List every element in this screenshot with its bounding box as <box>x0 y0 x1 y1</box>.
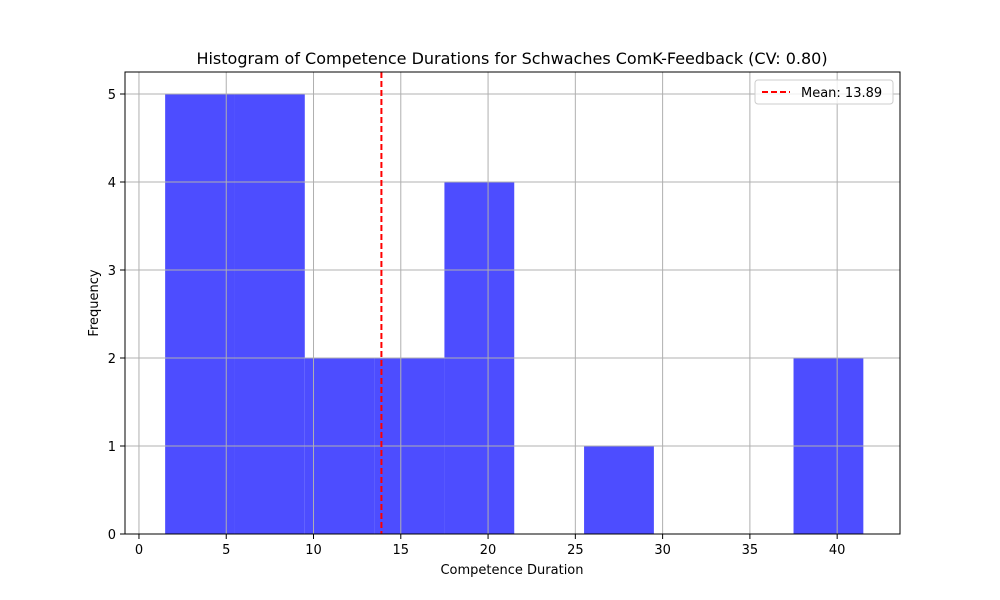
y-tick-label: 2 <box>108 352 116 367</box>
x-tick-label: 10 <box>305 543 322 558</box>
x-tick-label: 5 <box>222 543 230 558</box>
x-tick-label: 20 <box>480 543 497 558</box>
x-tick-label: 40 <box>829 543 846 558</box>
y-tick-label: 1 <box>108 440 116 455</box>
x-axis-ticks: 0 5 10 15 20 25 30 35 40 <box>135 534 846 558</box>
y-tick-label: 4 <box>108 176 116 191</box>
x-tick-label: 30 <box>654 543 671 558</box>
y-tick-label: 0 <box>108 528 116 543</box>
legend-box <box>754 79 894 105</box>
x-tick-label: 0 <box>135 543 143 558</box>
x-tick-label: 35 <box>742 543 759 558</box>
y-tick-label: 3 <box>108 264 116 279</box>
x-tick-label: 25 <box>567 543 584 558</box>
histogram-bar-6 <box>584 446 654 534</box>
histogram-bar-0 <box>165 94 235 534</box>
legend: Mean: 13.89 <box>754 79 894 105</box>
x-tick-label: 15 <box>393 543 410 558</box>
histogram-bar-1 <box>234 94 305 534</box>
y-axis-ticks: 0 1 2 3 4 5 <box>108 88 125 543</box>
chart-title: Histogram of Competence Durations for Sc… <box>196 49 827 68</box>
y-tick-label: 5 <box>108 88 116 103</box>
plot-frame <box>124 71 901 535</box>
histogram-bars <box>165 94 864 534</box>
x-axis-label: Competence Duration <box>440 563 583 578</box>
legend-mean-label: Mean: 13.89 <box>801 86 882 101</box>
y-axis-label: Frequency <box>87 269 102 336</box>
